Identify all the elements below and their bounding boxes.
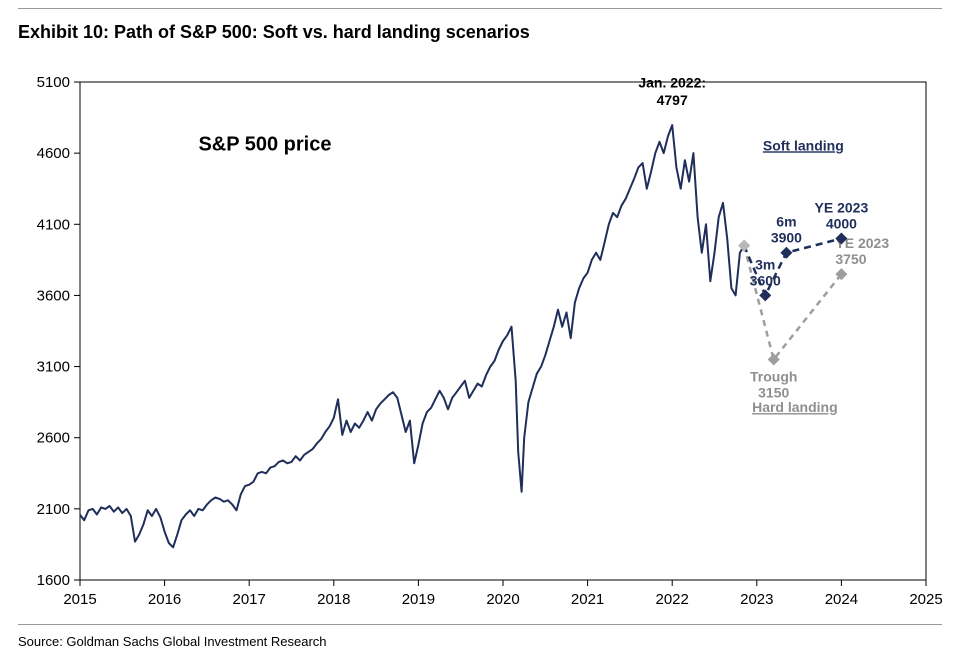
historical-line	[80, 125, 744, 547]
hard-ye-label-bot: 3750	[835, 251, 866, 267]
y-tick-label: 2600	[37, 430, 70, 447]
x-tick-label: 2021	[571, 591, 604, 608]
marker-diamond	[738, 240, 750, 252]
soft-landing-title: Soft landing	[763, 137, 844, 153]
hard-trough-label-bot: 3150	[758, 384, 789, 400]
soft-point-label-bot: 4000	[826, 216, 857, 232]
soft-point-label-bot: 3600	[750, 272, 781, 288]
x-tick-label: 2025	[909, 591, 942, 608]
x-tick-label: 2015	[63, 591, 96, 608]
y-tick-label: 4600	[37, 145, 70, 162]
y-tick-label: 4100	[37, 216, 70, 233]
y-tick-label: 3100	[37, 359, 70, 376]
x-tick-label: 2017	[233, 591, 266, 608]
hard-trough-label-top: Trough	[750, 368, 797, 384]
x-tick-label: 2019	[402, 591, 435, 608]
x-tick-label: 2020	[486, 591, 519, 608]
marker-diamond	[759, 289, 771, 301]
x-tick-label: 2022	[656, 591, 689, 608]
line-chart: 1600 2100 2600 3100 3600 4100 4600 5100 2015 2016…	[18, 60, 942, 615]
soft-point-label-top: 3m	[755, 256, 775, 272]
soft-point-label-top: 6m	[776, 214, 796, 230]
y-tick-label: 1600	[37, 572, 70, 589]
bottom-rule	[18, 624, 942, 625]
series-label: S&P 500 price	[198, 133, 331, 155]
marker-diamond	[780, 247, 792, 259]
exhibit-title: Exhibit 10: Path of S&P 500: Soft vs. ha…	[18, 22, 530, 43]
y-tick-label: 3600	[37, 287, 70, 304]
x-tick-label: 2018	[317, 591, 350, 608]
soft-point-label-top: YE 2023	[815, 200, 869, 216]
x-tick-label: 2016	[148, 591, 181, 608]
peak-label-top: Jan. 2022:	[638, 75, 706, 91]
hard-landing-title: Hard landing	[752, 399, 838, 415]
y-tick-label: 2100	[37, 501, 70, 518]
chart-container: 1600 2100 2600 3100 3600 4100 4600 5100 2015 2016…	[18, 60, 942, 615]
peak-label-bot: 4797	[657, 92, 688, 108]
top-rule	[18, 8, 942, 9]
x-tick-label: 2023	[740, 591, 773, 608]
x-tick-label: 2024	[825, 591, 858, 608]
y-tick-label: 5100	[37, 74, 70, 91]
source-text: Source: Goldman Sachs Global Investment …	[18, 634, 327, 649]
soft-point-label-bot: 3900	[771, 230, 802, 246]
